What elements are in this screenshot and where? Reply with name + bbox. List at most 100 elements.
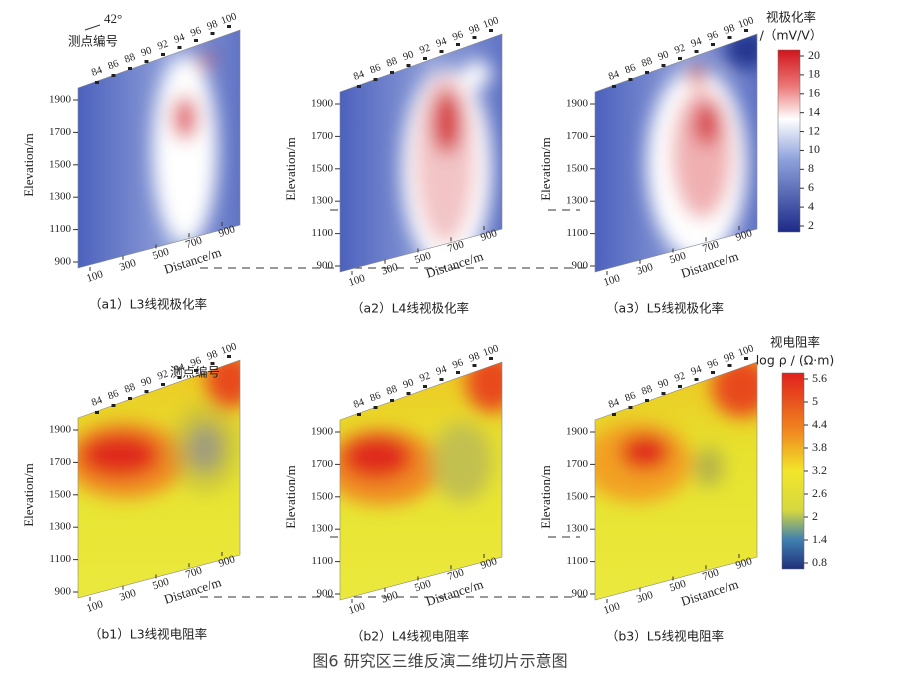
station-label: 86 [624, 390, 638, 404]
y-tick-label: 1700 [566, 458, 589, 470]
panel-label: （b1）L3线视电阻率 [89, 627, 207, 642]
y-tick-label: 1500 [566, 162, 589, 174]
station-marker [95, 411, 99, 414]
station-marker [694, 378, 699, 381]
contour-plot [595, 34, 757, 272]
station-label: 92 [673, 371, 687, 385]
station-marker [227, 25, 231, 28]
y-tick-label: 1700 [311, 130, 334, 142]
y-axis-label: Elevation/m [538, 137, 553, 201]
y-tick-label: 1500 [311, 490, 334, 502]
station-label: 100 [220, 341, 239, 357]
station-label: 86 [624, 62, 638, 76]
station-marker [128, 67, 132, 70]
station-marker [406, 392, 411, 395]
x-tick-label: 900 [734, 227, 754, 244]
station-marker [456, 43, 460, 46]
panel-label: （b3）L5线视电阻率 [606, 629, 724, 644]
station-title: 测点编号 [170, 365, 220, 380]
x-tick-label: 500 [413, 250, 433, 267]
station-marker [439, 50, 444, 53]
station-label: 94 [173, 362, 187, 376]
colorbar-tick-label: 2.6 [812, 486, 827, 500]
station-marker [744, 29, 748, 32]
station-label: 92 [418, 43, 432, 57]
plot-frame [594, 361, 758, 601]
station-label: 98 [723, 23, 737, 37]
station-label: 92 [673, 43, 687, 57]
station-label: 96 [451, 29, 465, 43]
guide-lines [84, 24, 590, 598]
colorbar-tick-label: 14 [808, 104, 820, 118]
y-tick-label: 1900 [311, 426, 334, 438]
y-tick-label: 1300 [566, 523, 589, 535]
x-tick-label: 300 [635, 261, 655, 278]
station-marker [144, 390, 149, 393]
station-label: 90 [402, 49, 416, 63]
x-tick-label: 900 [734, 555, 754, 572]
colorbar-scale [781, 372, 805, 570]
station-label: 94 [690, 36, 704, 50]
station-label: 88 [123, 52, 137, 66]
panel: 900 1100 1300 1500 1700 1900 Elevation/m 100 300… [21, 341, 241, 642]
station-label: 88 [385, 384, 399, 398]
station-marker [390, 399, 394, 402]
station-label: 90 [657, 377, 671, 391]
y-tick-label: 900 [55, 586, 72, 598]
plot-frame [339, 33, 503, 273]
station-label: 98 [468, 23, 482, 37]
panel: 900 1100 1300 1500 1700 1900 Elevation/m 100 300… [21, 11, 241, 312]
station-label: 94 [690, 364, 704, 378]
orientation-angle: 42° [104, 11, 122, 26]
x-tick-label: 300 [380, 589, 400, 606]
y-tick-label: 1700 [49, 126, 72, 138]
x-tick-label: 900 [217, 553, 237, 570]
station-label: 84 [90, 65, 104, 79]
station-marker [111, 74, 116, 77]
y-tick-label: 1100 [49, 553, 71, 565]
station-label: 96 [451, 357, 465, 371]
y-tick-label: 1900 [311, 98, 334, 110]
station-label: 88 [640, 384, 654, 398]
colorbar-title: 视电阻率 [770, 335, 820, 350]
y-axis-label: Elevation/m [21, 463, 36, 527]
station-label: 84 [352, 397, 366, 411]
y-tick-label: 1900 [49, 94, 72, 106]
x-tick-label: 100 [85, 268, 105, 285]
x-tick-label: 700 [446, 238, 466, 255]
colorbar-tick-label: 0.8 [812, 555, 827, 569]
station-label: 98 [723, 351, 737, 365]
colorbar-unit: log ρ / (Ω·m) [756, 353, 835, 368]
colorbar-scale [777, 49, 801, 233]
station-marker [95, 81, 99, 84]
station-marker [612, 413, 616, 416]
x-tick-label: 700 [184, 234, 204, 251]
x-tick-label: 300 [635, 589, 655, 606]
station-label: 88 [385, 56, 399, 70]
station-label: 84 [607, 397, 621, 411]
x-tick-label: 500 [413, 578, 433, 595]
panel-label: （a3）L5线视极化率 [606, 301, 724, 316]
station-label: 100 [220, 11, 239, 27]
station-label: 92 [156, 39, 170, 53]
station-marker [694, 50, 699, 53]
colorbar-tick-label: 3.2 [812, 463, 827, 477]
colorbar-tick-label: 10 [808, 142, 820, 156]
station-label: 90 [140, 45, 154, 59]
station-label: 92 [418, 371, 432, 385]
colorbar-tick-label: 20 [808, 48, 820, 62]
station-marker [406, 64, 411, 67]
x-tick-label: 700 [446, 566, 466, 583]
station-marker [628, 406, 633, 409]
plot-frame [77, 359, 241, 599]
station-marker [439, 378, 444, 381]
station-label: 90 [402, 377, 416, 391]
station-marker [210, 32, 215, 35]
station-label: 94 [435, 36, 449, 50]
x-tick-label: 500 [668, 250, 688, 267]
colorbar-tick-label: 6 [808, 180, 814, 194]
panel-label: （b2）L4线视电阻率 [351, 629, 469, 644]
station-label: 92 [156, 369, 170, 383]
station-label: 86 [107, 388, 121, 402]
